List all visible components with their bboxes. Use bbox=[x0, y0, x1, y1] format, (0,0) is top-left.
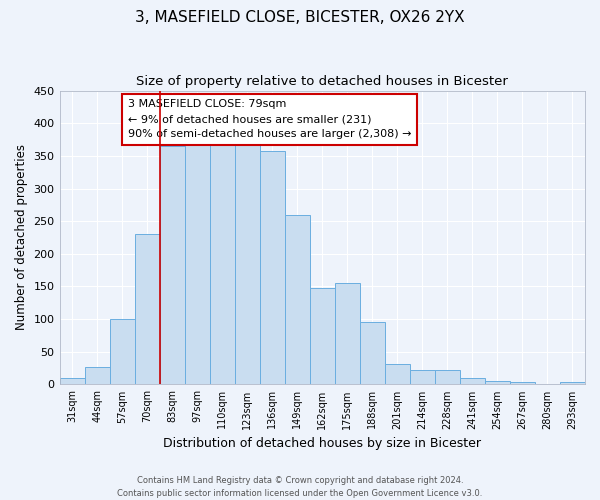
Bar bbox=[110, 319, 134, 384]
Bar bbox=[460, 378, 485, 384]
Bar bbox=[209, 140, 235, 384]
Bar bbox=[385, 364, 410, 384]
Bar bbox=[485, 381, 510, 384]
Bar bbox=[85, 368, 110, 384]
Bar bbox=[410, 370, 435, 384]
Text: 3, MASEFIELD CLOSE, BICESTER, OX26 2YX: 3, MASEFIELD CLOSE, BICESTER, OX26 2YX bbox=[135, 10, 465, 25]
Title: Size of property relative to detached houses in Bicester: Size of property relative to detached ho… bbox=[136, 75, 508, 88]
Bar bbox=[510, 382, 535, 384]
Bar bbox=[235, 140, 260, 384]
X-axis label: Distribution of detached houses by size in Bicester: Distribution of detached houses by size … bbox=[163, 437, 481, 450]
Text: 3 MASEFIELD CLOSE: 79sqm
← 9% of detached houses are smaller (231)
90% of semi-d: 3 MASEFIELD CLOSE: 79sqm ← 9% of detache… bbox=[128, 100, 412, 139]
Bar bbox=[285, 214, 310, 384]
Bar bbox=[160, 146, 185, 384]
Bar bbox=[260, 150, 285, 384]
Bar bbox=[560, 382, 585, 384]
Text: Contains HM Land Registry data © Crown copyright and database right 2024.
Contai: Contains HM Land Registry data © Crown c… bbox=[118, 476, 482, 498]
Bar bbox=[310, 288, 335, 384]
Bar bbox=[335, 283, 360, 384]
Bar bbox=[134, 234, 160, 384]
Bar bbox=[59, 378, 85, 384]
Bar bbox=[435, 370, 460, 384]
Bar bbox=[185, 143, 209, 384]
Y-axis label: Number of detached properties: Number of detached properties bbox=[15, 144, 28, 330]
Bar bbox=[360, 322, 385, 384]
